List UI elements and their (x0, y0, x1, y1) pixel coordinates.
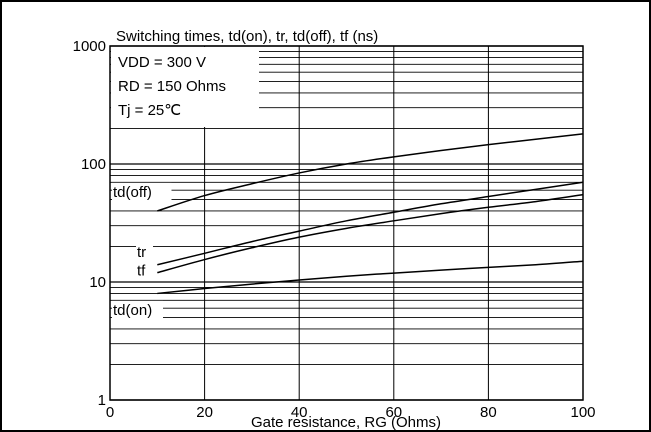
condition-text: Tj = 25℃ (118, 102, 181, 119)
x-tick-label: 80 (480, 404, 497, 421)
chart-title: Switching times, td(on), tr, td(off), tf… (116, 28, 378, 45)
series-label-background (112, 182, 172, 201)
condition-text: VDD = 300 V (118, 54, 206, 71)
y-tick-labels: 1 10 100 1000 (73, 38, 106, 409)
series-label: tr (137, 244, 146, 261)
conditions-box (111, 47, 259, 127)
plot-frame (109, 45, 584, 401)
series-line (157, 133, 584, 212)
x-tick-label: 20 (196, 404, 213, 421)
series-line (157, 260, 584, 295)
condition-text: RD = 150 Ohms (118, 78, 226, 95)
series-label: tf (137, 263, 146, 280)
conditions-text: VDD = 300 V RD = 150 Ohms Tj = 25℃ (118, 54, 226, 119)
series-label: td(on) (113, 302, 152, 319)
y-tick-label: 1 (98, 392, 106, 409)
x-axis-label: Gate resistance, RG (Ohms) (251, 414, 441, 431)
series-line (157, 193, 584, 274)
y-tick-label: 1000 (73, 38, 106, 55)
minor-gridlines (110, 50, 583, 365)
y-tick-label: 10 (89, 274, 106, 291)
y-tick-label: 100 (81, 156, 106, 173)
series-lines (157, 133, 584, 295)
x-tick-label: 40 (291, 404, 308, 421)
x-tick-label: 0 (106, 404, 114, 421)
series-labels: td(off) tr tf td(on) (112, 182, 172, 319)
x-tick-labels: 0 20 40 60 80 100 (106, 404, 596, 421)
series-label: td(off) (113, 184, 152, 201)
series-label-background (136, 242, 153, 261)
series-label-background (112, 300, 163, 319)
x-tick-label: 100 (570, 404, 595, 421)
series-label-background (136, 261, 153, 280)
x-tick-label: 60 (385, 404, 402, 421)
series-line (157, 181, 584, 266)
